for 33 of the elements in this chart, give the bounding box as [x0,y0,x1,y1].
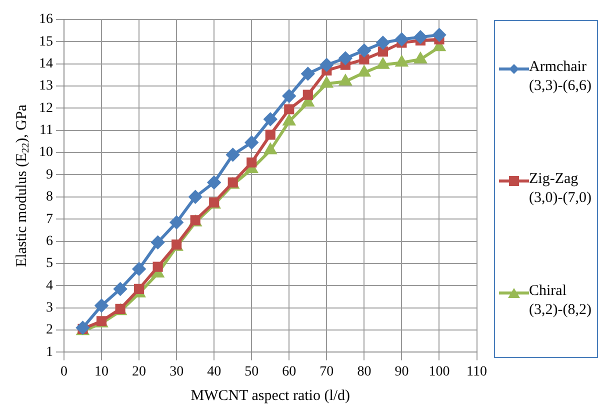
x-tick-label: 80 [357,364,372,380]
x-tick-label: 60 [282,364,296,380]
y-tick-label: 9 [46,167,53,182]
y-tick-label: 8 [46,190,53,205]
y-tick-label: 7 [46,212,53,227]
y-tick-label: 6 [46,234,53,249]
x-tick-label: 20 [132,364,146,380]
y-tick-label: 15 [39,34,53,50]
x-tick-label: 70 [320,364,334,380]
x-tick-label: 90 [394,364,409,380]
x-tick-label: 110 [466,364,487,380]
y-tick-label: 11 [40,123,53,138]
y-tick-label: 2 [46,322,53,338]
x-tick-label: 0 [60,364,68,380]
y-tick-label: 3 [46,300,53,316]
y-tick-label: 10 [39,145,53,160]
y-tick-label: 1 [46,344,53,360]
x-axis-title: MWCNT aspect ratio (l/d) [190,388,350,404]
x-tick-label: 40 [207,364,222,380]
x-tick-label: 50 [244,364,259,380]
y-tick-label: 12 [39,100,53,116]
y-tick-label: 14 [39,56,53,72]
y-tick-label: 5 [46,256,53,272]
y-axis-title: Elastic modulus (E22), GPa [14,104,32,268]
y-tick-label: 13 [39,78,53,94]
y-tick-label: 16 [39,12,53,28]
x-tick-label: 100 [428,364,450,380]
legend-label: Armchair (3,3)-(6,6) [529,58,592,96]
legend-label: Chiral (3,2)-(8,2) [529,282,592,320]
legend-label: Zig-Zag (3,0)-(7,0) [529,170,592,208]
x-tick-label: 10 [94,364,109,380]
y-tick-label: 4 [46,278,53,294]
x-tick-label: 30 [170,364,184,380]
